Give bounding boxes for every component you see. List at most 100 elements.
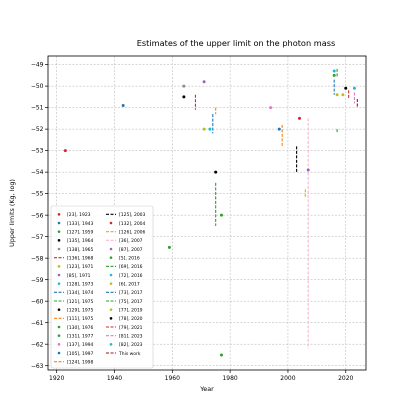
legend-marker (109, 256, 113, 259)
legend-entry-label: [123], 1971 (67, 264, 94, 270)
x-tick-label: 1960 (165, 375, 180, 382)
legend-entry-label: [124], 1998 (67, 359, 94, 365)
data-point-123-1971 (202, 127, 206, 131)
legend-marker (109, 308, 113, 311)
legend-entry-label: [72], 2016 (119, 273, 143, 279)
legend-entry-label: [85], 1971 (67, 273, 91, 279)
legend-marker (57, 230, 61, 233)
legend-marker (109, 317, 113, 320)
data-point-131-1977 (219, 213, 223, 217)
ticks-layer: 1920 1940 1960 1980 2000 2020 −63 −62 −61 −60 −59 −… (31, 62, 354, 382)
y-axis-label: Upper limits (Kg, log) (8, 179, 16, 247)
x-tick-label: 2020 (338, 375, 353, 382)
x-tick-label: 2000 (280, 375, 295, 382)
x-axis-label: Year (199, 385, 214, 393)
data-point-82-2023 (352, 86, 356, 90)
data-point-128-1973 (208, 127, 212, 131)
legend-box (50, 205, 154, 369)
legend: [23], 1923 [133], 1943 [127], 1959 [135], 1… (50, 205, 154, 369)
data-point-135-1964 (182, 95, 186, 99)
legend-entry-label: [87], 2007 (119, 247, 143, 253)
data-point-132-2004 (298, 116, 302, 120)
y-tick-label: −59 (31, 277, 44, 284)
x-tick-label: 1920 (49, 375, 64, 382)
legend-marker (109, 282, 113, 285)
data-point-133-1943 (121, 103, 125, 107)
legend-entry-label: [105], 1997 (67, 351, 94, 357)
legend-entry-label: [133], 1943 (67, 221, 94, 227)
legend-entry-label: [77], 2019 (119, 307, 143, 313)
legend-marker (57, 351, 61, 355)
legend-entry-label: [75], 2017 (119, 299, 143, 305)
data-point-137-1994 (269, 106, 273, 110)
legend-marker (57, 221, 61, 225)
data-point-129-1975 (214, 170, 218, 174)
legend-entry-label: [111], 1975 (67, 316, 94, 322)
legend-marker (109, 247, 113, 251)
legend-entry-label: [128], 1973 (67, 281, 94, 287)
data-point-130-1976 (219, 353, 223, 357)
legend-entry-label: [82], 2023 (119, 342, 143, 348)
data-point-127-1959 (167, 245, 171, 249)
y-tick-label: −62 (31, 341, 44, 348)
legend-entry-label: [5], 2016 (119, 255, 140, 261)
y-tick-label: −49 (31, 62, 44, 69)
y-tick-label: −55 (31, 191, 44, 198)
legend-entry-label: [138], 1965 (67, 247, 94, 253)
data-point-85-1971 (202, 80, 206, 84)
legend-marker (57, 213, 61, 216)
data-point-78-2020 (344, 86, 348, 90)
legend-entry-label: [136], 1968 (67, 255, 94, 261)
legend-entry-label: [79], 2021 (119, 325, 143, 331)
legend-entry-label: [73], 2017 (119, 290, 143, 296)
legend-entry-label: [137], 1994 (67, 342, 94, 348)
y-tick-label: −50 (31, 83, 44, 90)
legend-entry-label: [6], 2017 (119, 281, 140, 287)
legend-entry-label: This work (118, 351, 141, 357)
legend-marker (109, 273, 113, 277)
legend-marker (57, 325, 61, 329)
data-point-6-2017 (335, 93, 339, 97)
legend-entry-label: [23], 1923 (67, 212, 91, 218)
legend-entry-label: [81], 2023 (119, 333, 143, 339)
y-tick-label: −61 (31, 320, 44, 327)
legend-marker (57, 247, 61, 251)
y-tick-label: −57 (31, 234, 44, 241)
legend-marker (57, 334, 61, 337)
legend-entry-label: [125], 2003 (119, 212, 146, 218)
y-tick-label: −58 (31, 255, 44, 262)
marks-layer (63, 68, 358, 357)
legend-entry-label: [130], 1976 (67, 325, 94, 331)
legend-marker (57, 265, 61, 268)
data-point-72-2016 (332, 69, 336, 73)
y-tick-label: −54 (31, 169, 44, 176)
x-tick-label: 1940 (107, 375, 122, 382)
y-tick-label: −56 (31, 212, 44, 219)
legend-entry-label: [134], 1974 (67, 290, 94, 296)
legend-marker (109, 343, 113, 346)
legend-entry-label: [132], 2004 (119, 221, 146, 227)
data-point-23-1923 (63, 149, 67, 153)
y-tick-label: −63 (31, 363, 44, 370)
legend-entry-label: [78], 2020 (119, 316, 143, 322)
legend-entry-label: [126], 2006 (119, 229, 146, 235)
data-point-105-1997 (277, 127, 281, 131)
x-tick-label: 1980 (222, 375, 237, 382)
data-point-77-2019 (341, 93, 345, 97)
legend-entry-label: [129], 1975 (67, 307, 94, 313)
legend-marker (57, 282, 61, 285)
y-tick-label: −60 (31, 298, 44, 305)
chart-title: Estimates of the upper limit on the phot… (137, 38, 336, 48)
y-tick-label: −51 (31, 105, 44, 112)
legend-entry-label: [135], 1964 (67, 238, 94, 244)
legend-marker (57, 239, 61, 242)
plot-frame (47, 55, 367, 371)
legend-marker (57, 273, 61, 277)
legend-entry-label: [69], 2016 (119, 264, 143, 270)
legend-entry-label: [127], 1959 (67, 229, 94, 235)
y-tick-label: −52 (31, 126, 44, 133)
legend-marker (57, 308, 61, 311)
data-point-87-2007 (306, 168, 310, 172)
